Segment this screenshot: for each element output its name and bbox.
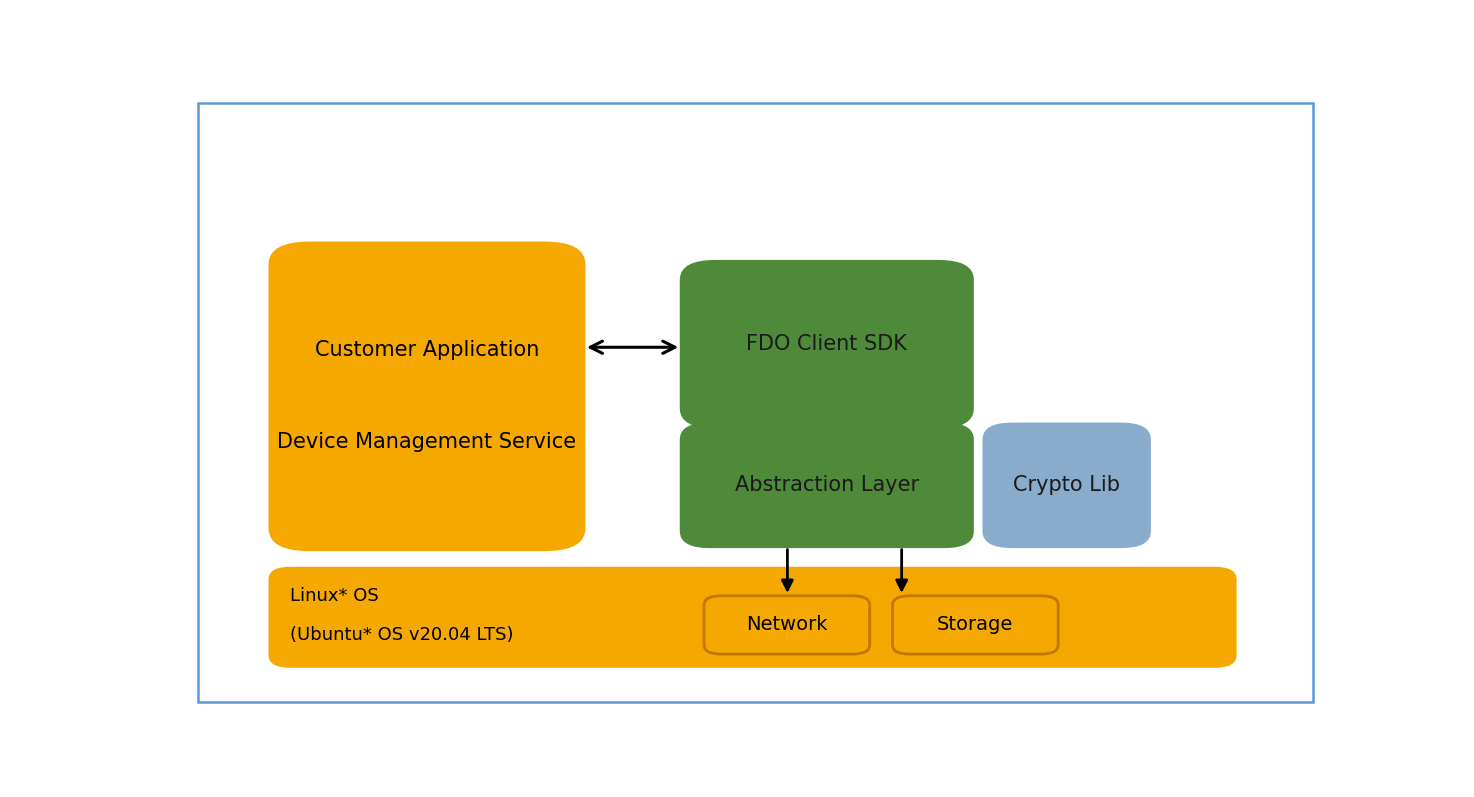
FancyBboxPatch shape [270, 243, 584, 550]
Text: Storage: Storage [937, 615, 1014, 634]
Text: Linux* OS: Linux* OS [290, 587, 379, 605]
Text: Network: Network [746, 615, 827, 634]
FancyBboxPatch shape [681, 424, 973, 547]
FancyBboxPatch shape [985, 424, 1150, 547]
FancyBboxPatch shape [681, 261, 973, 427]
FancyBboxPatch shape [705, 596, 870, 654]
Text: Abstraction Layer: Abstraction Layer [734, 475, 918, 495]
FancyBboxPatch shape [270, 568, 1235, 666]
Text: (Ubuntu* OS v20.04 LTS): (Ubuntu* OS v20.04 LTS) [290, 626, 514, 644]
Text: FDO Client SDK: FDO Client SDK [746, 334, 908, 354]
Text: Crypto Lib: Crypto Lib [1013, 475, 1120, 495]
FancyBboxPatch shape [893, 596, 1058, 654]
Text: Customer Application: Customer Application [315, 340, 539, 360]
Text: Device Management Service: Device Management Service [277, 433, 576, 453]
